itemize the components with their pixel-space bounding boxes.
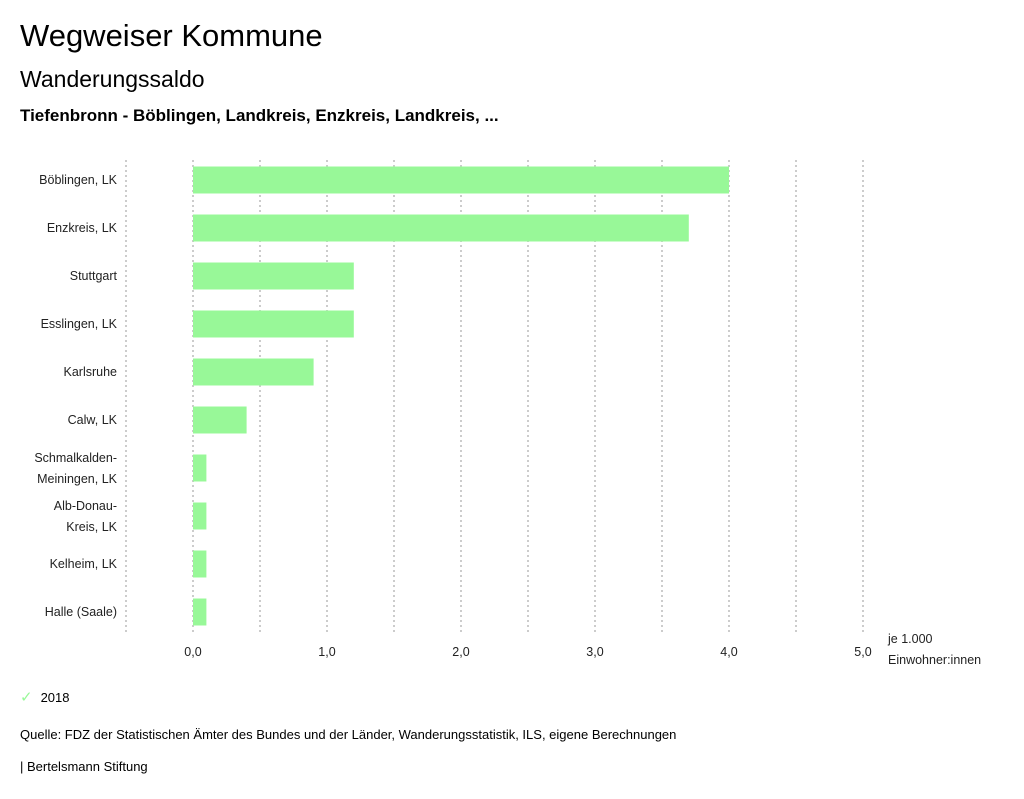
chart-subtitle: Wanderungssaldo	[20, 66, 205, 92]
bar	[193, 598, 207, 626]
bar	[193, 310, 354, 338]
category-label: Karlsruhe	[64, 365, 118, 379]
category-label: Alb-Donau-	[54, 499, 117, 513]
legend-item-2018[interactable]: ✓ 2018	[20, 688, 70, 706]
bar	[193, 358, 314, 386]
bar	[193, 454, 207, 482]
category-label: Schmalkalden-	[34, 451, 117, 465]
bar	[193, 262, 354, 290]
bar	[193, 166, 729, 194]
page-title: Wegweiser Kommune	[20, 18, 323, 53]
category-label: Enzkreis, LK	[47, 221, 118, 235]
x-tick-label: 4,0	[720, 645, 737, 659]
category-label: Böblingen, LK	[39, 173, 118, 187]
x-tick-label: 2,0	[452, 645, 469, 659]
region-title: Tiefenbronn - Böblingen, Landkreis, Enzk…	[20, 106, 499, 125]
category-label: Kelheim, LK	[50, 557, 118, 571]
x-axis-label: je 1.000	[887, 632, 933, 646]
category-label: Meiningen, LK	[37, 472, 118, 486]
organization-note: | Bertelsmann Stiftung	[20, 759, 148, 774]
x-tick-label: 5,0	[854, 645, 871, 659]
category-label: Esslingen, LK	[41, 317, 118, 331]
x-tick-label: 1,0	[318, 645, 335, 659]
category-label: Kreis, LK	[66, 520, 117, 534]
category-label: Calw, LK	[68, 413, 118, 427]
x-tick-label: 0,0	[184, 645, 201, 659]
x-axis-label: Einwohner:innen	[888, 653, 981, 667]
category-label: Stuttgart	[70, 269, 118, 283]
category-label: Halle (Saale)	[45, 605, 117, 619]
bar	[193, 502, 207, 530]
bar	[193, 406, 247, 434]
legend-label: 2018	[40, 689, 70, 705]
check-icon: ✓	[20, 689, 33, 706]
bar	[193, 214, 689, 242]
bar	[193, 550, 207, 578]
source-note: Quelle: FDZ der Statistischen Ämter des …	[20, 727, 677, 742]
x-tick-label: 3,0	[586, 645, 603, 659]
